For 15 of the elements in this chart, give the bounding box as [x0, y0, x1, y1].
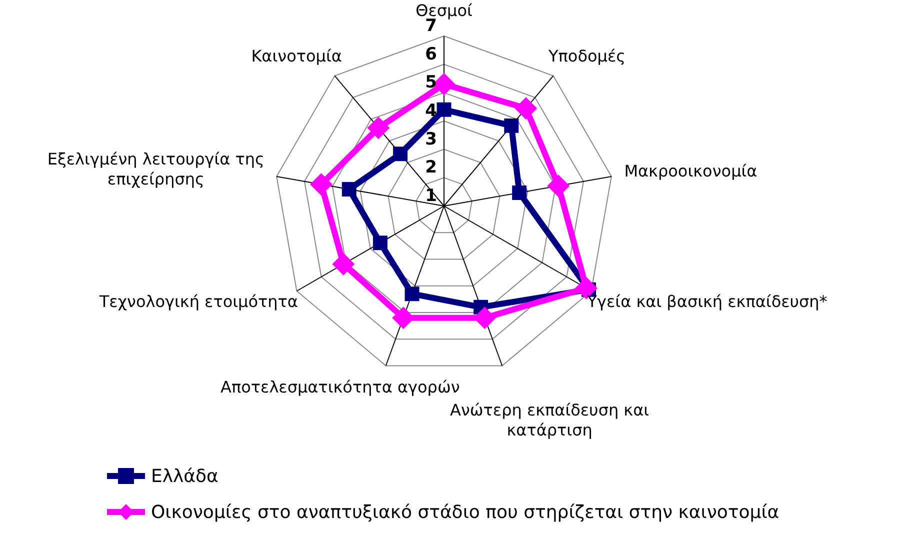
spoke-label: Υποδομές [548, 46, 626, 66]
spoke-label: Μακροοικονομία [624, 161, 758, 180]
spoke-label: Αποτελεσματικότητα αγορών [220, 377, 460, 396]
spoke-label: Καινοτομία [251, 46, 342, 66]
spoke-label: Τεχνολογική ετοιμότητα [98, 292, 298, 312]
y-tick-label: 3 [425, 129, 437, 150]
y-tick-label: 2 [425, 158, 437, 178]
y-tick-label: 4 [425, 100, 438, 121]
legend-label: Ελλάδα [151, 466, 218, 486]
spoke-label: Υγεία και βασική εκπαίδευση* [586, 292, 828, 312]
spoke-label: Εξελιγμένη λειτουργία της επιχείρησης [47, 150, 264, 189]
y-tick-label: 6 [425, 44, 437, 64]
y-tick-label: 5 [425, 72, 437, 93]
legend-label: Οικονομίες στο αναπτυξιακό στάδιο που στηρίζεται στην καινοτομία [151, 502, 780, 522]
spoke-label: Ανώτερη εκπαίδευση και κατάρτιση [450, 400, 650, 440]
